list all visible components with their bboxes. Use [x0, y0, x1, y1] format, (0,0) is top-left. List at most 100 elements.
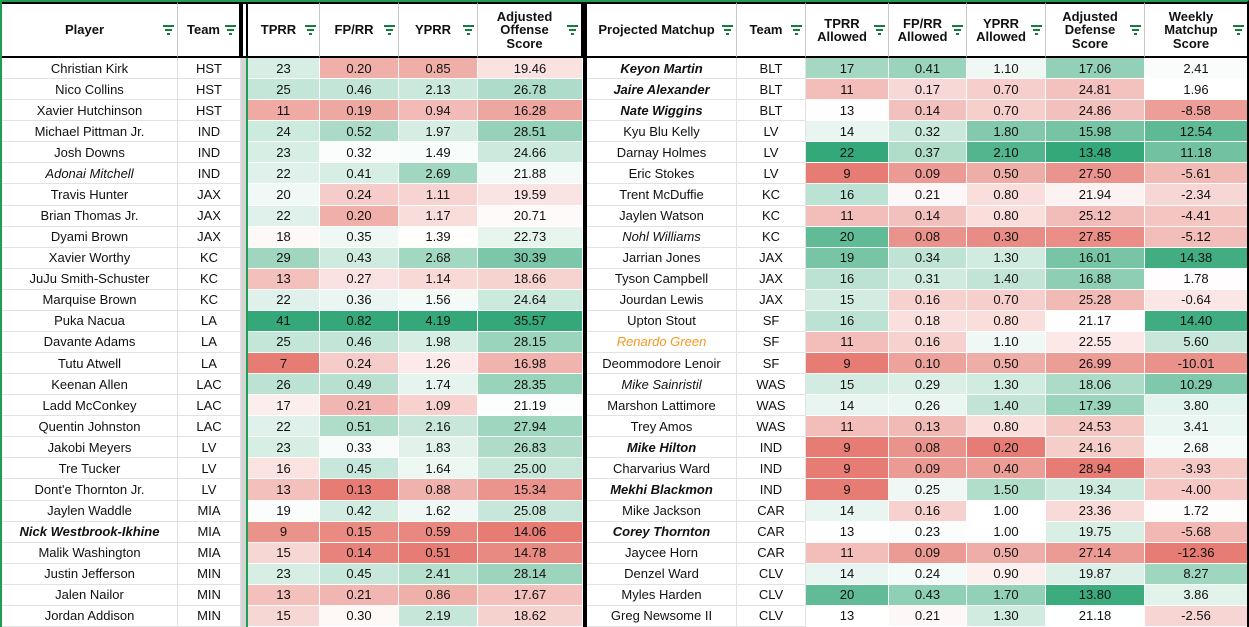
tprr-allowed-cell[interactable]: 16: [806, 310, 889, 332]
player-name-cell[interactable]: Davante Adams: [2, 331, 178, 354]
yprr-cell[interactable]: 0.88: [399, 479, 478, 501]
tprr-cell[interactable]: 23: [248, 563, 320, 585]
header-yprr-allowed[interactable]: YPRR Allowed: [967, 2, 1046, 58]
team-cell[interactable]: HST: [178, 58, 241, 80]
fp-rr-cell[interactable]: 0.13: [320, 479, 399, 501]
team-cell[interactable]: KC: [178, 247, 241, 269]
tprr-allowed-cell[interactable]: 9: [806, 479, 889, 501]
header-tprr[interactable]: TPRR: [248, 2, 320, 58]
team-cell[interactable]: SF: [737, 331, 806, 354]
fp-rr-allowed-cell[interactable]: 0.37: [889, 142, 967, 164]
tprr-allowed-cell[interactable]: 22: [806, 142, 889, 164]
adjusted-offense-score-cell[interactable]: 35.57: [478, 310, 583, 332]
player-name-cell[interactable]: Marquise Brown: [2, 289, 178, 311]
tprr-allowed-cell[interactable]: 9: [806, 437, 889, 459]
fp-rr-cell[interactable]: 0.21: [320, 395, 399, 417]
matchup-name-cell[interactable]: Nate Wiggins: [587, 100, 737, 122]
yprr-allowed-cell[interactable]: 1.00: [967, 500, 1046, 522]
tprr-allowed-cell[interactable]: 15: [806, 289, 889, 311]
adjusted-defense-score-cell[interactable]: 18.06: [1046, 374, 1145, 396]
team-cell[interactable]: MIN: [178, 584, 241, 606]
fp-rr-cell[interactable]: 0.35: [320, 226, 399, 248]
adjusted-defense-score-cell[interactable]: 25.12: [1046, 205, 1145, 227]
fp-rr-cell[interactable]: 0.42: [320, 500, 399, 522]
team-cell[interactable]: LA: [178, 353, 241, 375]
team-cell[interactable]: WAS: [737, 374, 806, 396]
adjusted-defense-score-cell[interactable]: 27.85: [1046, 226, 1145, 248]
team-cell[interactable]: MIA: [178, 500, 241, 522]
adjusted-offense-score-cell[interactable]: 26.78: [478, 79, 583, 101]
tprr-cell[interactable]: 26: [248, 374, 320, 396]
player-name-cell[interactable]: Brian Thomas Jr.: [2, 205, 178, 227]
tprr-allowed-cell[interactable]: 11: [806, 416, 889, 438]
header-team-offense[interactable]: Team: [178, 2, 241, 58]
fp-rr-cell[interactable]: 0.19: [320, 100, 399, 122]
tprr-allowed-cell[interactable]: 20: [806, 584, 889, 606]
fp-rr-cell[interactable]: 0.20: [320, 205, 399, 227]
weekly-matchup-score-cell[interactable]: -2.56: [1145, 605, 1247, 627]
team-cell[interactable]: LA: [178, 310, 241, 332]
player-name-cell[interactable]: Jalen Nailor: [2, 584, 178, 606]
matchup-name-cell[interactable]: Myles Harden: [587, 584, 737, 606]
tprr-cell[interactable]: 16: [248, 458, 320, 480]
matchup-name-cell[interactable]: Darnay Holmes: [587, 142, 737, 164]
tprr-cell[interactable]: 20: [248, 184, 320, 206]
weekly-matchup-score-cell[interactable]: 11.18: [1145, 142, 1247, 164]
adjusted-offense-score-cell[interactable]: 15.34: [478, 479, 583, 501]
matchup-name-cell[interactable]: Mekhi Blackmon: [587, 479, 737, 501]
tprr-cell[interactable]: 15: [248, 542, 320, 564]
player-name-cell[interactable]: Xavier Worthy: [2, 247, 178, 269]
fp-rr-allowed-cell[interactable]: 0.23: [889, 521, 967, 543]
filter-icon[interactable]: [384, 24, 395, 36]
adjusted-defense-score-cell[interactable]: 19.75: [1046, 521, 1145, 543]
matchup-name-cell[interactable]: Upton Stout: [587, 310, 737, 332]
tprr-cell[interactable]: 29: [248, 247, 320, 269]
player-name-cell[interactable]: Tutu Atwell: [2, 353, 178, 375]
filter-icon[interactable]: [791, 24, 802, 36]
adjusted-defense-score-cell[interactable]: 13.80: [1046, 584, 1145, 606]
tprr-allowed-cell[interactable]: 9: [806, 353, 889, 375]
fp-rr-cell[interactable]: 0.52: [320, 121, 399, 143]
adjusted-offense-score-cell[interactable]: 20.71: [478, 205, 583, 227]
tprr-cell[interactable]: 13: [248, 584, 320, 606]
yprr-cell[interactable]: 0.51: [399, 542, 478, 564]
matchup-name-cell[interactable]: Deommodore Lenoir: [587, 353, 737, 375]
player-name-cell[interactable]: Ladd McConkey: [2, 395, 178, 417]
filter-icon[interactable]: [1031, 24, 1042, 36]
adjusted-offense-score-cell[interactable]: 19.46: [478, 58, 583, 80]
team-cell[interactable]: LV: [178, 479, 241, 501]
matchup-name-cell[interactable]: Jarrian Jones: [587, 247, 737, 269]
team-cell[interactable]: KC: [737, 226, 806, 248]
fp-rr-cell[interactable]: 0.27: [320, 268, 399, 290]
tprr-allowed-cell[interactable]: 11: [806, 205, 889, 227]
tprr-cell[interactable]: 22: [248, 163, 320, 185]
player-name-cell[interactable]: Dyami Brown: [2, 226, 178, 248]
weekly-matchup-score-cell[interactable]: 3.86: [1145, 584, 1247, 606]
adjusted-defense-score-cell[interactable]: 21.94: [1046, 184, 1145, 206]
yprr-cell[interactable]: 1.98: [399, 331, 478, 354]
adjusted-offense-score-cell[interactable]: 18.62: [478, 605, 583, 627]
tprr-allowed-cell[interactable]: 14: [806, 121, 889, 143]
adjusted-offense-score-cell[interactable]: 25.08: [478, 500, 583, 522]
weekly-matchup-score-cell[interactable]: 10.29: [1145, 374, 1247, 396]
adjusted-defense-score-cell[interactable]: 22.55: [1046, 331, 1145, 354]
weekly-matchup-score-cell[interactable]: -10.01: [1145, 353, 1247, 375]
adjusted-defense-score-cell[interactable]: 16.88: [1046, 268, 1145, 290]
weekly-matchup-score-cell[interactable]: -5.68: [1145, 521, 1247, 543]
matchup-name-cell[interactable]: Tyson Campbell: [587, 268, 737, 290]
fp-rr-cell[interactable]: 0.24: [320, 184, 399, 206]
weekly-matchup-score-cell[interactable]: -4.41: [1145, 205, 1247, 227]
fp-rr-allowed-cell[interactable]: 0.43: [889, 584, 967, 606]
fp-rr-allowed-cell[interactable]: 0.32: [889, 121, 967, 143]
fp-rr-allowed-cell[interactable]: 0.16: [889, 289, 967, 311]
team-cell[interactable]: KC: [737, 184, 806, 206]
team-cell[interactable]: CAR: [737, 542, 806, 564]
header-fp-rr[interactable]: FP/RR: [320, 2, 399, 58]
yprr-cell[interactable]: 1.11: [399, 184, 478, 206]
adjusted-offense-score-cell[interactable]: 22.73: [478, 226, 583, 248]
team-cell[interactable]: JAX: [737, 247, 806, 269]
weekly-matchup-score-cell[interactable]: -3.93: [1145, 458, 1247, 480]
weekly-matchup-score-cell[interactable]: 14.38: [1145, 247, 1247, 269]
fp-rr-cell[interactable]: 0.82: [320, 310, 399, 332]
yprr-cell[interactable]: 1.17: [399, 205, 478, 227]
